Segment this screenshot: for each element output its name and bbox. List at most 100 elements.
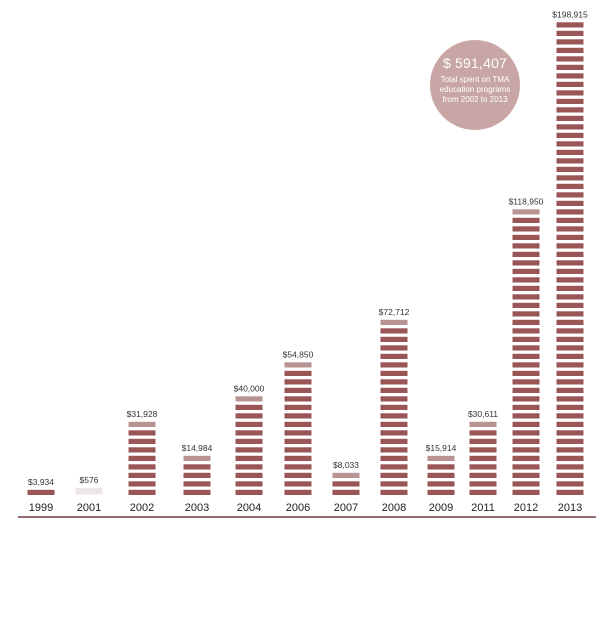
bar-segment bbox=[380, 413, 408, 419]
bar-segment bbox=[469, 455, 497, 461]
bar-segment bbox=[235, 472, 263, 478]
bar-segment bbox=[75, 488, 103, 495]
bar-segment bbox=[556, 251, 584, 257]
x-tick-label-2001: 2001 bbox=[77, 502, 101, 514]
bar-segment bbox=[512, 387, 540, 393]
bar-segment bbox=[128, 430, 156, 436]
bar-segment bbox=[284, 413, 312, 419]
bar-segment bbox=[512, 260, 540, 266]
x-tick-label-2011: 2011 bbox=[471, 502, 495, 514]
x-tick-label-2012: 2012 bbox=[514, 502, 538, 514]
bar-segment bbox=[556, 81, 584, 87]
bar-segment bbox=[556, 200, 584, 206]
bar-segment bbox=[469, 464, 497, 470]
bar-segment bbox=[556, 64, 584, 70]
bar-segment-partial bbox=[332, 472, 360, 478]
total-callout: $ 591,407 Total spent on TMA education p… bbox=[430, 40, 520, 130]
bar-segment bbox=[284, 387, 312, 393]
bar-segment bbox=[512, 464, 540, 470]
bar-segment bbox=[556, 30, 584, 36]
value-label-1999: $3,934 bbox=[28, 477, 54, 487]
bar-segment bbox=[128, 481, 156, 487]
bar-segment bbox=[128, 447, 156, 453]
bar-segment bbox=[512, 438, 540, 444]
bar-segment bbox=[512, 217, 540, 223]
bar-segment-partial bbox=[427, 455, 455, 461]
bar-segment bbox=[512, 234, 540, 240]
bar-2009 bbox=[427, 455, 455, 495]
bar-1999 bbox=[27, 489, 55, 495]
bar-segment bbox=[380, 447, 408, 453]
bar-segment bbox=[284, 455, 312, 461]
bar-segment bbox=[512, 472, 540, 478]
bar-segment bbox=[556, 115, 584, 121]
bar-segment bbox=[556, 481, 584, 487]
bar-segment bbox=[556, 183, 584, 189]
bar-segment bbox=[512, 268, 540, 274]
value-label-2004: $40,000 bbox=[234, 383, 265, 393]
bar-2011 bbox=[469, 421, 497, 495]
x-tick-label-2004: 2004 bbox=[237, 502, 261, 514]
bar-segment bbox=[556, 39, 584, 45]
bar-segment bbox=[556, 294, 584, 300]
bar-segment bbox=[128, 472, 156, 478]
bar-segment bbox=[556, 447, 584, 453]
bar-segment bbox=[512, 421, 540, 427]
bar-segment bbox=[235, 413, 263, 419]
bar-segment bbox=[332, 481, 360, 487]
bar-segment bbox=[556, 285, 584, 291]
bar-segment bbox=[469, 472, 497, 478]
value-label-2011: $30,611 bbox=[468, 409, 498, 419]
bar-segment bbox=[469, 481, 497, 487]
bar-segment bbox=[512, 285, 540, 291]
bar-segment bbox=[128, 464, 156, 470]
bar-segment bbox=[380, 336, 408, 342]
bar-segment bbox=[556, 22, 584, 28]
bar-segment bbox=[512, 396, 540, 402]
bar-segment bbox=[235, 489, 263, 495]
bar-segment bbox=[380, 438, 408, 444]
bar-segment bbox=[332, 489, 360, 495]
bar-2013 bbox=[556, 22, 584, 495]
bar-segment bbox=[512, 447, 540, 453]
bar-segment bbox=[556, 56, 584, 62]
value-label-2002: $31,928 bbox=[127, 409, 158, 419]
bar-segment bbox=[427, 472, 455, 478]
bar-segment bbox=[556, 124, 584, 130]
total-callout-text: Total spent on TMA education programs fr… bbox=[439, 75, 511, 104]
bar-segment bbox=[512, 345, 540, 351]
bar-segment bbox=[556, 268, 584, 274]
bar-segment bbox=[512, 336, 540, 342]
bar-segment bbox=[556, 353, 584, 359]
bar-segment bbox=[284, 447, 312, 453]
bar-segment bbox=[556, 472, 584, 478]
bar-2002 bbox=[128, 421, 156, 495]
bar-segment bbox=[469, 430, 497, 436]
bar-segment bbox=[128, 489, 156, 495]
bar-segment bbox=[235, 421, 263, 427]
bar-2001 bbox=[75, 488, 103, 495]
bar-segment bbox=[512, 404, 540, 410]
bar-segment bbox=[556, 464, 584, 470]
bar-segment bbox=[556, 362, 584, 368]
bar-segment-partial bbox=[469, 421, 497, 427]
x-tick-label-2008: 2008 bbox=[382, 502, 406, 514]
bar-segment bbox=[512, 243, 540, 249]
value-label-2012: $118,950 bbox=[509, 196, 544, 206]
bar-segment bbox=[556, 149, 584, 155]
bar-2012 bbox=[512, 209, 540, 495]
x-tick-label-2013: 2013 bbox=[558, 502, 582, 514]
bar-segment bbox=[556, 260, 584, 266]
bar-segment bbox=[235, 455, 263, 461]
bar-segment bbox=[556, 387, 584, 393]
bar-segment bbox=[469, 489, 497, 495]
value-label-2013: $198,915 bbox=[552, 9, 588, 19]
bar-segment bbox=[556, 175, 584, 181]
bar-segment bbox=[556, 455, 584, 461]
bar-segment bbox=[128, 455, 156, 461]
bar-segment bbox=[380, 464, 408, 470]
value-label-2003: $14,984 bbox=[182, 443, 213, 453]
x-tick-label-2007: 2007 bbox=[334, 502, 358, 514]
bar-segment bbox=[284, 370, 312, 376]
